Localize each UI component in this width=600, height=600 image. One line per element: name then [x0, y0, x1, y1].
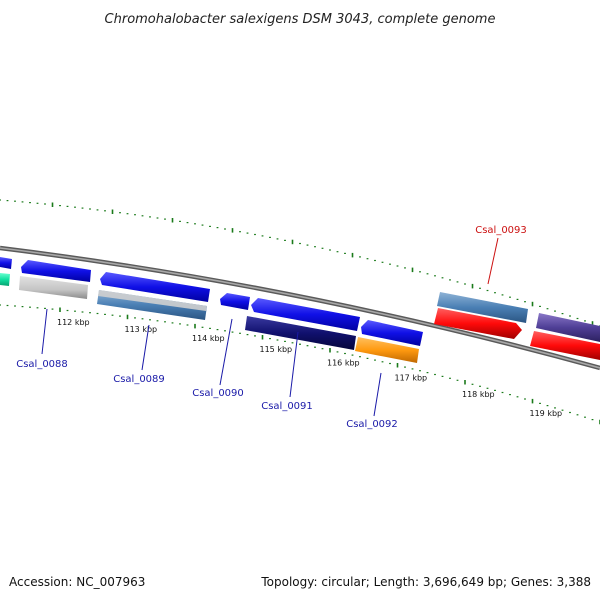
forward-strand-genes: [0, 257, 600, 346]
tick-label: 119 kbp: [530, 409, 563, 418]
genome-summary-text: Topology: circular; Length: 3,696,649 bp…: [260, 575, 591, 589]
gene-label-leaders: [41, 237, 499, 417]
gene-feature[interactable]: [245, 316, 356, 350]
gene-feature[interactable]: [437, 292, 528, 323]
gene-label-csal-0091[interactable]: Csal_0091: [261, 401, 313, 412]
gene-feature-overlay: [98, 290, 207, 311]
gene-feature[interactable]: [361, 320, 423, 346]
gene-feature[interactable]: [21, 260, 91, 282]
tick-label: 118 kbp: [462, 390, 495, 399]
tick-label: 112 kbp: [57, 318, 90, 327]
gene-feature[interactable]: [251, 298, 360, 331]
gene-feature[interactable]: [536, 313, 600, 342]
gene-label-csal-0093[interactable]: Csal_0093: [475, 225, 527, 236]
gene-labels: Csal_0088 Csal_0089 Csal_0090 Csal_0091 …: [16, 225, 527, 430]
tick-label: 115 kbp: [260, 345, 293, 354]
gene-feature[interactable]: [0, 273, 10, 286]
tick-label: 117 kbp: [395, 373, 428, 382]
gene-feature[interactable]: [19, 276, 88, 299]
gene-feature[interactable]: [0, 257, 12, 269]
gene-label-csal-0092[interactable]: Csal_0092: [346, 419, 398, 430]
gene-feature[interactable]: [355, 337, 419, 363]
accession-text: Accession: NC_007963: [9, 575, 145, 589]
tick-label: 114 kbp: [192, 334, 225, 343]
inner-tick-ring: 112 kbp 113 kbp 114 kbp 115 kbp 116 kbp 117 k…: [0, 304, 600, 425]
gene-feature[interactable]: [220, 293, 250, 310]
gene-label-csal-0088[interactable]: Csal_0088: [16, 359, 68, 370]
tick-label: 113 kbp: [125, 325, 158, 334]
gene-label-csal-0089[interactable]: Csal_0089: [113, 374, 165, 385]
gene-feature[interactable]: [530, 331, 600, 360]
gene-label-csal-0090[interactable]: Csal_0090: [192, 388, 244, 399]
outer-tick-ring: [0, 199, 600, 327]
gene-feature[interactable]: [434, 308, 522, 339]
genome-backbone: [0, 245, 600, 371]
tick-label: 116 kbp: [327, 358, 360, 367]
map-title: Chromohalobacter salexigens DSM 3043, co…: [105, 12, 496, 27]
gene-feature[interactable]: [100, 272, 210, 302]
